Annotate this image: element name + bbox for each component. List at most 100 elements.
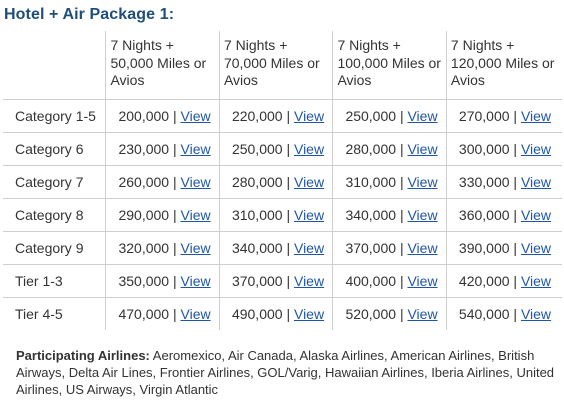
view-link[interactable]: View: [520, 141, 552, 157]
view-link[interactable]: View: [293, 141, 325, 157]
view-link[interactable]: View: [407, 207, 438, 223]
separator: |: [286, 240, 291, 256]
points-cell: 280,000 | View: [218, 165, 334, 199]
points-value: 250,000: [345, 108, 397, 124]
table-row: Category 8 290,000 | View 310,000 | View 34…: [3, 198, 562, 232]
points-value: 350,000: [118, 273, 170, 289]
points-value: 490,000: [231, 306, 283, 322]
airlines-list: Aeromexico, Air Canada, Alaska Airlines,…: [16, 348, 555, 397]
points-cell: 250,000 | View: [332, 99, 447, 133]
points-value: 540,000: [458, 306, 510, 322]
table-header-row: 7 Nights + 50,000 Miles or Avios 7 Night…: [3, 31, 562, 100]
points-cell: 420,000 | View: [445, 264, 562, 298]
separator: |: [286, 174, 291, 190]
view-link[interactable]: View: [520, 108, 552, 124]
header-cell-120000: 7 Nights + 120,000 Miles or Avios: [445, 31, 562, 100]
points-cell: 490,000 | View: [218, 297, 334, 330]
points-cell: 470,000 | View: [105, 297, 220, 330]
separator: |: [172, 174, 177, 190]
view-link[interactable]: View: [180, 306, 211, 322]
header-cell-70000: 7 Nights + 70,000 Miles or Avios: [218, 31, 334, 100]
points-value: 280,000: [231, 174, 283, 190]
points-value: 330,000: [458, 174, 510, 190]
separator: |: [513, 240, 518, 256]
points-cell: 280,000 | View: [332, 132, 447, 166]
points-cell: 340,000 | View: [332, 198, 447, 232]
separator: |: [513, 174, 518, 190]
row-category-label: Category 1-5: [3, 99, 107, 133]
view-link[interactable]: View: [293, 207, 325, 223]
points-cell: 540,000 | View: [445, 297, 562, 330]
points-value: 370,000: [231, 273, 283, 289]
points-cell: 360,000 | View: [445, 198, 562, 232]
separator: |: [286, 141, 291, 157]
points-cell: 520,000 | View: [332, 297, 447, 330]
separator: |: [172, 108, 177, 124]
view-link[interactable]: View: [293, 174, 325, 190]
view-link[interactable]: View: [407, 306, 438, 322]
view-link[interactable]: View: [407, 174, 438, 190]
points-cell: 390,000 | View: [445, 231, 562, 265]
points-cell: 290,000 | View: [105, 198, 220, 232]
header-cell-50000: 7 Nights + 50,000 Miles or Avios: [105, 31, 220, 100]
view-link[interactable]: View: [180, 174, 211, 190]
points-value: 290,000: [118, 207, 170, 223]
participating-airlines: Participating Airlines: Aeromexico, Air …: [16, 347, 556, 398]
view-link[interactable]: View: [293, 108, 325, 124]
separator: |: [172, 141, 177, 157]
view-link[interactable]: View: [293, 273, 325, 289]
row-category-label: Category 8: [3, 198, 107, 232]
view-link[interactable]: View: [520, 174, 552, 190]
points-value: 400,000: [345, 273, 397, 289]
view-link[interactable]: View: [180, 108, 211, 124]
view-link[interactable]: View: [407, 141, 438, 157]
points-value: 270,000: [458, 108, 510, 124]
table-body: Category 1-5 200,000 | View 220,000 | View…: [3, 99, 562, 330]
view-link[interactable]: View: [293, 240, 325, 256]
row-category-label: Category 7: [3, 165, 107, 199]
separator: |: [172, 273, 177, 289]
points-cell: 400,000 | View: [332, 264, 447, 298]
separator: |: [286, 273, 291, 289]
points-cell: 270,000 | View: [445, 99, 562, 133]
row-category-label: Category 9: [3, 231, 107, 265]
view-link[interactable]: View: [407, 240, 438, 256]
view-link[interactable]: View: [520, 207, 552, 223]
header-cell-100000: 7 Nights + 100,000 Miles or Avios: [332, 31, 447, 100]
view-link[interactable]: View: [180, 207, 211, 223]
view-link[interactable]: View: [520, 273, 552, 289]
separator: |: [513, 108, 518, 124]
points-value: 310,000: [231, 207, 283, 223]
points-value: 250,000: [231, 141, 283, 157]
table-row: Tier 1-3 350,000 | View 370,000 | View 400,…: [3, 264, 562, 298]
view-link[interactable]: View: [407, 273, 438, 289]
view-link[interactable]: View: [407, 108, 438, 124]
page-title: Hotel + Air Package 1:: [4, 6, 175, 23]
points-cell: 200,000 | View: [105, 99, 220, 133]
row-category-label: Tier 1-3: [3, 264, 107, 298]
separator: |: [286, 306, 291, 322]
points-cell: 250,000 | View: [218, 132, 334, 166]
separator: |: [399, 306, 404, 322]
points-cell: 370,000 | View: [332, 231, 447, 265]
points-value: 470,000: [118, 306, 170, 322]
view-link[interactable]: View: [180, 273, 211, 289]
view-link[interactable]: View: [520, 306, 552, 322]
separator: |: [513, 207, 518, 223]
points-value: 230,000: [118, 141, 170, 157]
view-link[interactable]: View: [293, 306, 325, 322]
separator: |: [286, 207, 291, 223]
points-cell: 350,000 | View: [105, 264, 220, 298]
separator: |: [399, 240, 404, 256]
points-value: 420,000: [458, 273, 510, 289]
points-cell: 310,000 | View: [332, 165, 447, 199]
view-link[interactable]: View: [180, 240, 211, 256]
points-cell: 220,000 | View: [218, 99, 334, 133]
separator: |: [399, 207, 404, 223]
separator: |: [172, 207, 177, 223]
view-link[interactable]: View: [520, 240, 552, 256]
separator: |: [399, 174, 404, 190]
view-link[interactable]: View: [180, 141, 211, 157]
package-table: 7 Nights + 50,000 Miles or Avios 7 Night…: [3, 31, 562, 330]
points-cell: 320,000 | View: [105, 231, 220, 265]
